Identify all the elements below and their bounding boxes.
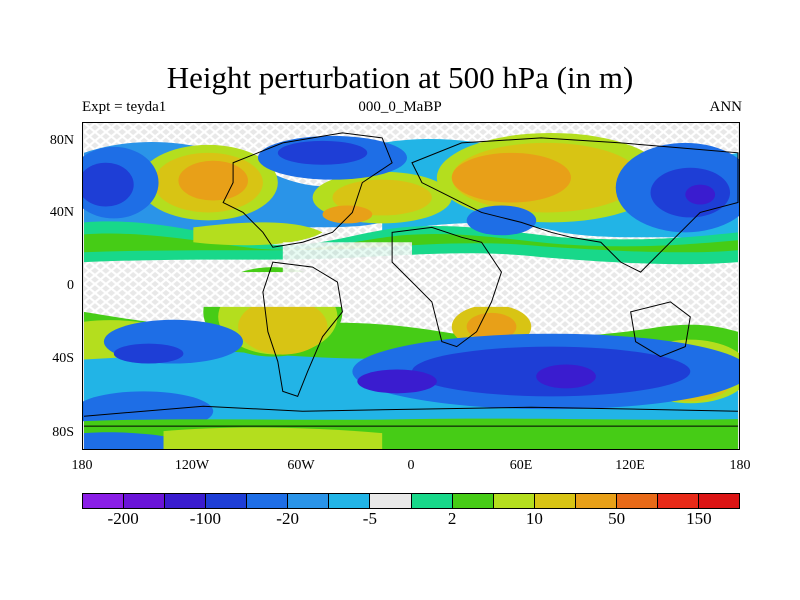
colorbar-swatch — [206, 494, 248, 508]
time-label: 000_0_MaBP — [358, 99, 442, 115]
map-canvas — [83, 123, 739, 449]
colorbar-swatch — [329, 494, 371, 508]
colorbar-label: -100 — [189, 509, 221, 528]
lon-label-120w: 120W — [174, 458, 210, 473]
lon-label-120e: 120E — [615, 458, 645, 473]
colorbar-swatch — [493, 494, 535, 508]
coastlines — [83, 132, 739, 427]
colorbar-swatch — [124, 494, 166, 508]
colorbar-swatch — [575, 494, 617, 508]
colorbar-swatch — [534, 494, 576, 508]
colorbar-label: 10 — [525, 509, 543, 528]
colorbar-swatch — [616, 494, 658, 508]
map-panel — [82, 122, 740, 450]
lon-label-60e: 60E — [509, 458, 533, 473]
lat-label-80s: 80S — [52, 425, 74, 440]
lat-label-0: 0 — [67, 278, 74, 293]
experiment-label: Expt = teyda1 — [82, 99, 167, 115]
colorbar — [82, 493, 740, 509]
colorbar-swatch — [83, 494, 125, 508]
colorbar-swatch — [247, 494, 289, 508]
colorbar-label: -200 — [107, 509, 139, 528]
colorbar-label: 50 — [608, 509, 626, 528]
lon-label-180w: 180 — [71, 458, 93, 473]
season-label: ANN — [709, 99, 743, 115]
colorbar-label: 150 — [686, 509, 712, 528]
field-contours — [83, 132, 739, 449]
lon-label-180e: 180 — [729, 458, 751, 473]
colorbar-swatch — [698, 494, 739, 508]
lon-label-60w: 60W — [287, 458, 315, 473]
colorbar-label: -20 — [276, 509, 299, 528]
colorbar-swatch — [657, 494, 699, 508]
colorbar-swatch — [370, 494, 412, 508]
colorbar-swatch — [411, 494, 453, 508]
lat-label-80n: 80N — [49, 133, 74, 148]
atlantic-hatch — [282, 242, 412, 283]
colorbar-swatch — [288, 494, 330, 508]
colorbar-swatch — [452, 494, 494, 508]
colorbar-label: 2 — [447, 509, 457, 528]
lat-label-40s: 40S — [52, 351, 74, 366]
colorbar-swatch — [165, 494, 207, 508]
plot-title: Height perturbation at 500 hPa (in m) — [166, 60, 634, 95]
lat-label-40n: 40N — [49, 205, 74, 220]
lon-label-0: 0 — [407, 458, 415, 473]
colorbar-label: -5 — [362, 509, 377, 528]
